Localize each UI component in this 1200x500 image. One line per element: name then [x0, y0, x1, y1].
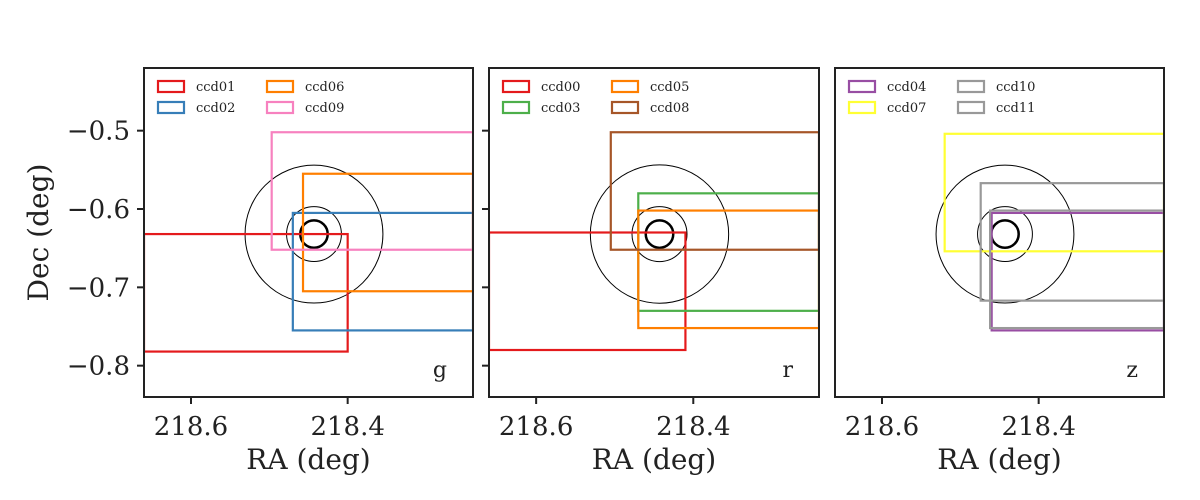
x-axis-label: RA (deg) [937, 443, 1061, 476]
x-tick-label: 218.6 [845, 412, 919, 442]
panel-frame [834, 67, 1165, 398]
legend-swatch-ccd07 [847, 100, 877, 115]
plot-area [935, 132, 1164, 332]
aperture-circle [631, 206, 688, 263]
legend-label-ccd07: ccd07 [887, 101, 926, 116]
ccd-footprint-ccd09 [270, 131, 473, 251]
panel-g: 218.6 218.4 −0.5 −0.6 −0.7 −0.8 RA (deg) Dec (d… [22, 67, 474, 476]
legend-swatch-ccd01 [156, 79, 186, 94]
ccd-footprint-ccd10 [979, 182, 1164, 302]
ccd-footprint-ccd00 [489, 231, 687, 352]
panel-z: 218.6 218.4RA (deg) z ccd04 ccd07 ccd10 ccd11 [834, 67, 1165, 476]
legend-swatch-ccd06 [265, 79, 295, 94]
aperture-circle [977, 206, 1033, 262]
aperture-circle [935, 164, 1075, 304]
legend-swatch-ccd08 [610, 100, 640, 115]
y-tick-label: −0.8 [67, 352, 130, 382]
y-axis-label: Dec (deg) [22, 164, 55, 302]
y-tick-label: −0.7 [67, 273, 130, 303]
aperture-circle [990, 219, 1020, 250]
band-label: g [433, 358, 447, 383]
x-tick-label: 218.4 [310, 412, 384, 442]
legend-label-ccd02: ccd02 [196, 101, 235, 116]
aperture-circle [644, 219, 675, 250]
band-label: r [782, 358, 793, 383]
legend-label-ccd05: ccd05 [650, 80, 689, 95]
legend-swatch-ccd10 [956, 79, 986, 94]
plot-area [489, 131, 819, 352]
y-tick-label: −0.5 [67, 117, 130, 147]
legend-label-ccd08: ccd08 [650, 101, 689, 116]
legend-swatch-ccd04 [847, 79, 877, 94]
legend-swatch-ccd02 [156, 100, 186, 115]
legend-label-ccd09: ccd09 [305, 101, 344, 116]
ccd-footprint-ccd01 [144, 232, 349, 353]
panel-frame [143, 67, 474, 398]
panel-r: 218.6 218.4RA (deg) r ccd00 ccd03 ccd05 ccd08 [482, 67, 820, 476]
legend-swatch-ccd03 [501, 100, 531, 115]
legend-swatch-ccd05 [610, 79, 640, 94]
plot-area [144, 131, 473, 353]
ccd-footprint-ccd06 [301, 172, 473, 293]
x-axis-label: RA (deg) [592, 443, 716, 476]
legend-label-ccd00: ccd00 [541, 80, 580, 95]
x-axis-label: RA (deg) [246, 443, 370, 476]
panel-frame [488, 67, 820, 398]
legend-label-ccd03: ccd03 [541, 101, 580, 116]
ccd-footprint-ccd07 [943, 132, 1164, 253]
legend-label-ccd04: ccd04 [887, 80, 926, 95]
ccd-footprint-ccd04 [990, 211, 1164, 332]
legend-label-ccd06: ccd06 [305, 80, 344, 95]
band-label: z [1126, 358, 1138, 383]
x-tick-label: 218.4 [656, 412, 730, 442]
legend-swatch-ccd11 [956, 100, 986, 115]
ccd-footprint-ccd02 [291, 211, 473, 332]
legend-label-ccd10: ccd10 [996, 80, 1035, 95]
x-tick-label: 218.4 [1001, 412, 1075, 442]
x-tick-label: 218.6 [154, 412, 228, 442]
y-tick-label: −0.6 [67, 195, 130, 225]
aperture-circle [589, 164, 730, 304]
legend-label-ccd01: ccd01 [196, 80, 235, 95]
x-tick-label: 218.6 [499, 412, 573, 442]
legend-swatch-ccd00 [501, 79, 531, 94]
legend-swatch-ccd09 [265, 100, 295, 115]
legend-label-ccd11: ccd11 [996, 101, 1035, 116]
